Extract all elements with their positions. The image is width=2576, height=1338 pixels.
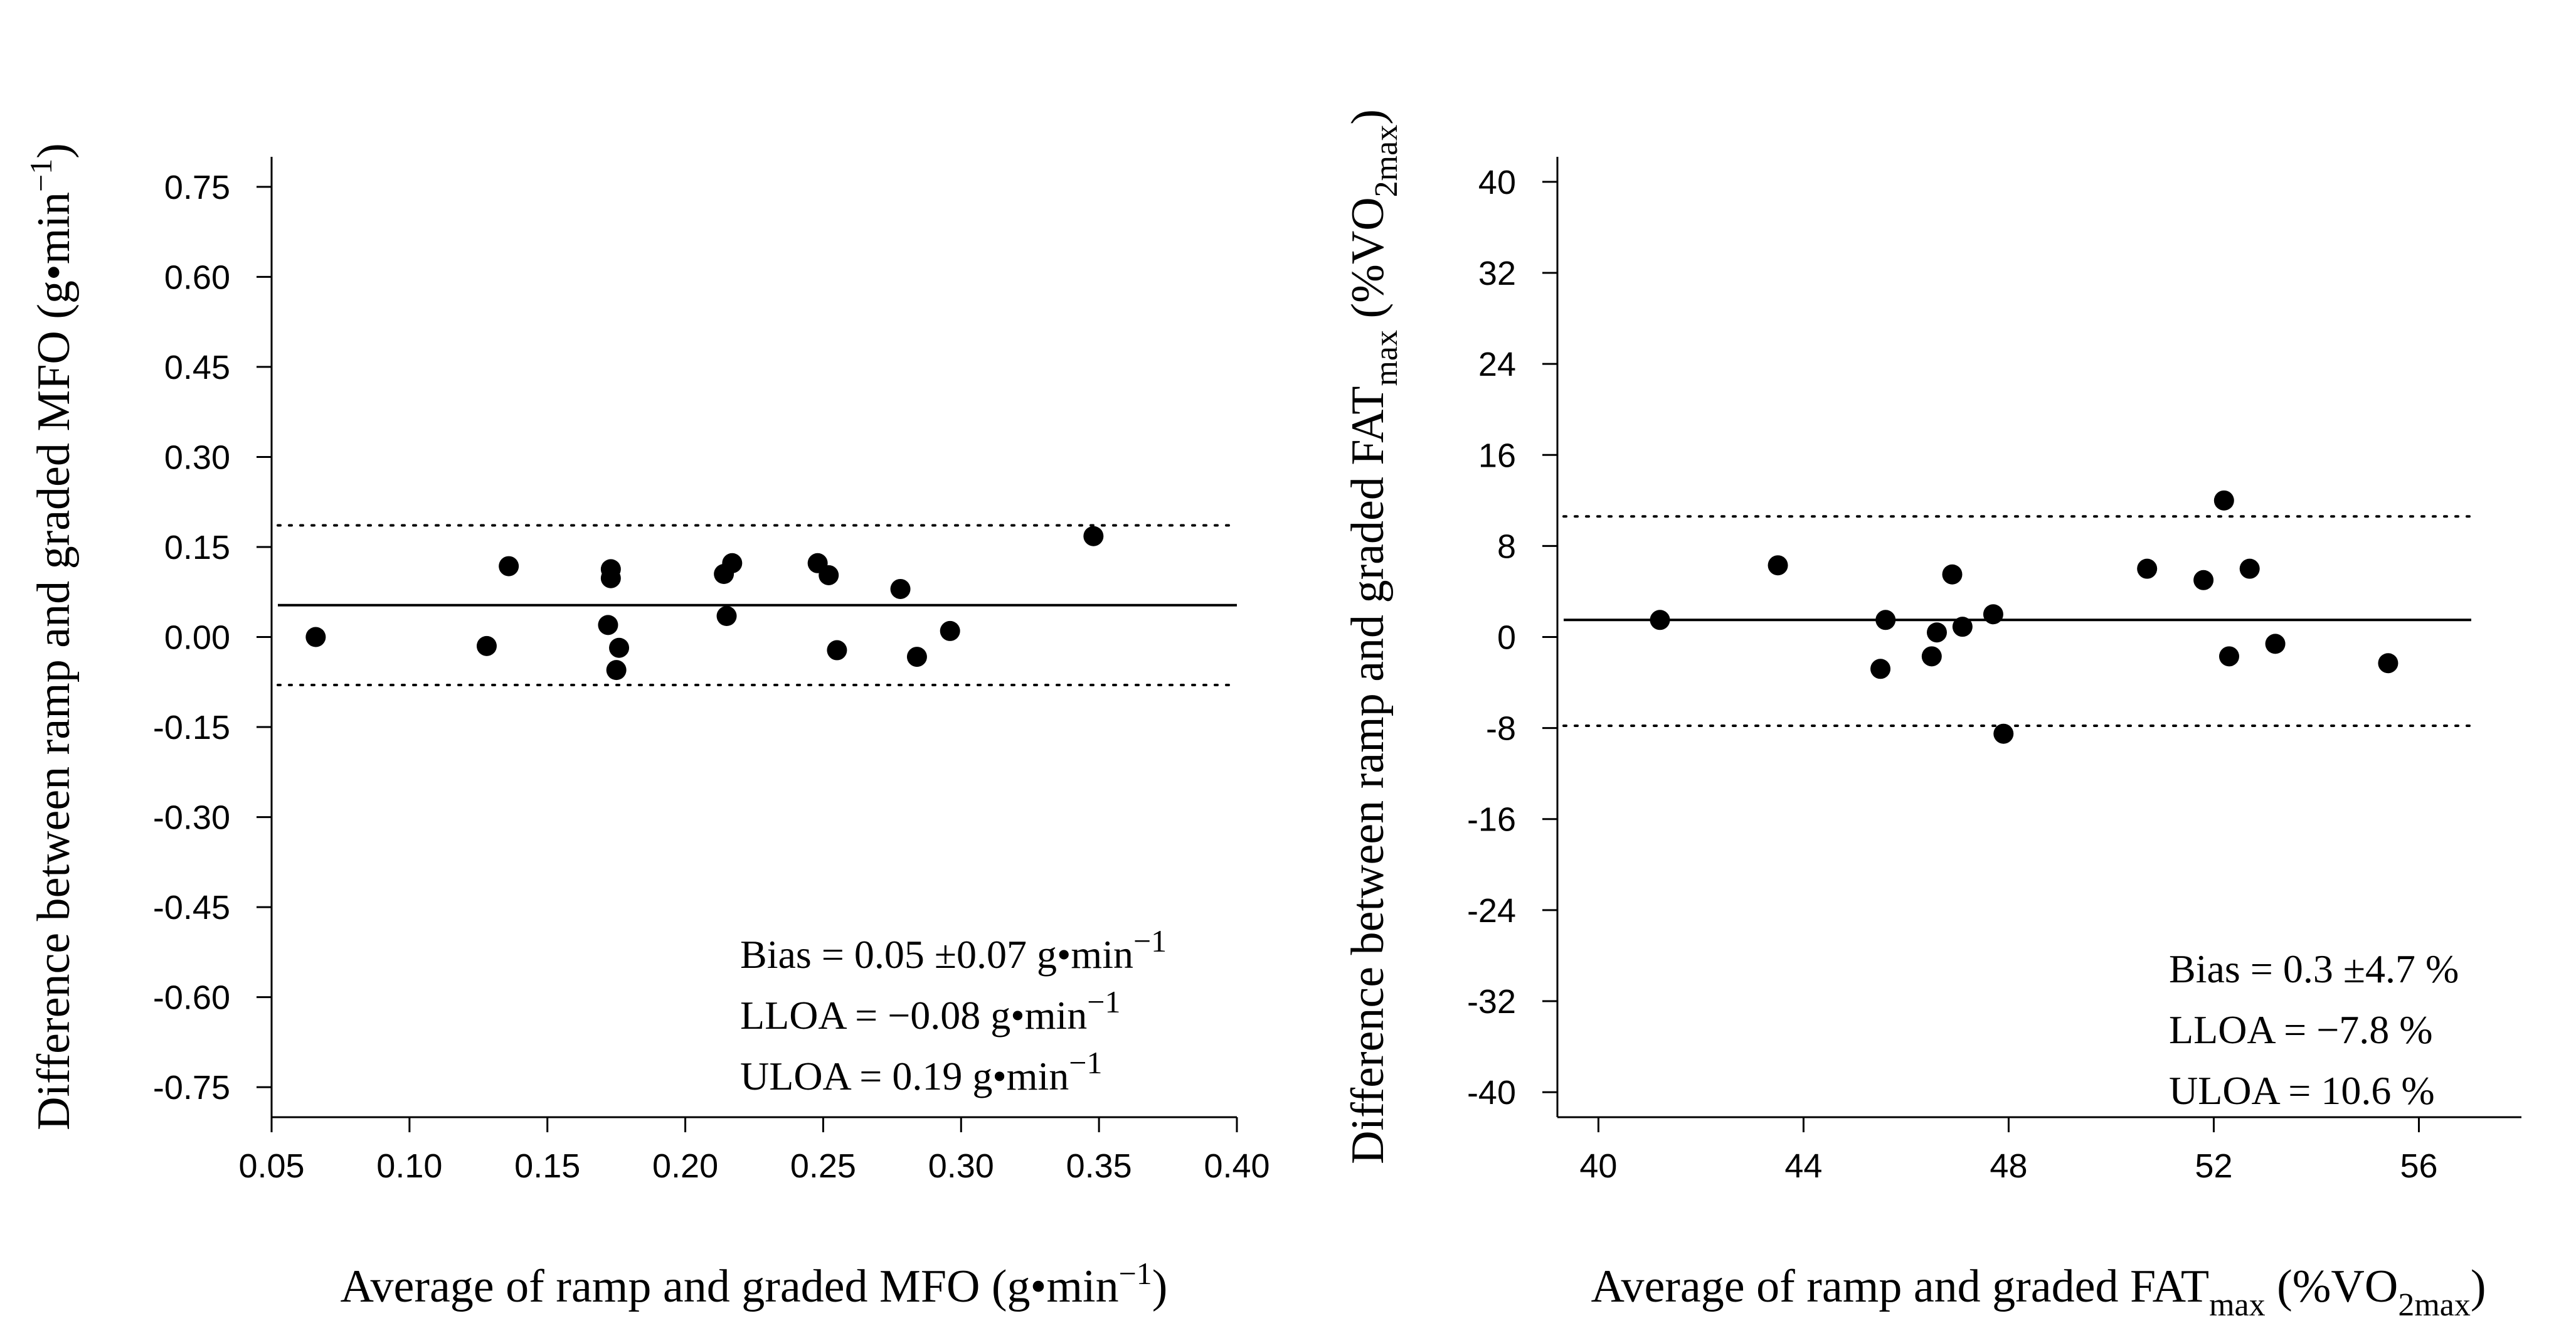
fat-agreement-lines xyxy=(1562,515,2473,727)
fat-data-point xyxy=(1875,610,1896,630)
fat-x-tick-label: 48 xyxy=(1990,1147,2027,1185)
fat-data-point xyxy=(1870,659,1891,679)
fat-y-tick-label: 32 xyxy=(1478,255,1516,292)
mfo-x-tick-label: 0.40 xyxy=(1204,1147,1269,1185)
fat-y-tick-label: -8 xyxy=(1486,710,1516,748)
fat-y-tick-label: -40 xyxy=(1467,1074,1516,1112)
fat-data-point xyxy=(2193,570,2214,590)
mfo-agreement-lines xyxy=(277,524,1238,687)
mfo-bland-altman-panel: 0.75 0.60 0.45 0.30 0.15 0.00 -0.15 -0.30 -0.45 -… xyxy=(23,143,1270,1312)
fat-y-tick-label: 16 xyxy=(1478,437,1516,474)
mfo-data-point xyxy=(598,615,618,635)
fat-uloa-annotation: ULOA = 10.6 % xyxy=(2169,1068,2435,1113)
fat-x-tick-label: 56 xyxy=(2400,1147,2437,1185)
mfo-x-ticks: 0.05 0.10 0.15 0.20 0.25 0.30 0.35 0.40 xyxy=(238,1117,1270,1185)
fat-data-point xyxy=(2239,558,2260,579)
mfo-uloa-annotation: ULOA = 0.19 g•min−1 xyxy=(740,1045,1102,1098)
mfo-x-tick-label: 0.15 xyxy=(514,1147,580,1185)
mfo-data-point xyxy=(722,553,743,573)
fat-y-ticks: 40 32 24 16 8 0 -8 -16 -24 -32 -40 xyxy=(1467,164,1557,1112)
fat-x-tick-label: 52 xyxy=(2195,1147,2232,1185)
mfo-lloa-annotation: LLOA = −0.08 g•min−1 xyxy=(740,984,1120,1038)
fat-x-tick-label: 44 xyxy=(1784,1147,1822,1185)
fat-y-axis-title: Difference between ramp and graded FATma… xyxy=(1342,109,1404,1164)
mfo-x-tick-label: 0.30 xyxy=(928,1147,994,1185)
mfo-data-point xyxy=(827,640,847,661)
mfo-data-point xyxy=(499,556,519,576)
mfo-y-tick-label: 0.30 xyxy=(164,438,230,476)
mfo-x-tick-label: 0.10 xyxy=(376,1147,442,1185)
fat-data-point xyxy=(1921,646,1942,667)
mfo-data-point xyxy=(305,627,326,647)
fatmax-bland-altman-panel: 40 32 24 16 8 0 -8 -16 -24 -32 -40 40 44 48 52 56 Diff… xyxy=(1342,109,2521,1323)
mfo-y-tick-label: 0.45 xyxy=(164,349,230,386)
mfo-points xyxy=(305,526,1104,681)
mfo-y-tick-label: 0.15 xyxy=(164,529,230,566)
mfo-data-point xyxy=(819,565,839,585)
fat-x-axis-title: Average of ramp and graded FATmax (%VO2m… xyxy=(1591,1261,2486,1323)
fat-points xyxy=(1650,490,2398,744)
mfo-bias-annotation: Bias = 0.05 ±0.07 g•min−1 xyxy=(740,923,1167,977)
mfo-y-tick-label: -0.30 xyxy=(153,799,230,837)
mfo-y-tick-label: -0.45 xyxy=(153,889,230,927)
fat-y-tick-label: 24 xyxy=(1478,346,1516,383)
mfo-data-point xyxy=(606,660,627,681)
mfo-y-tick-label: 0.75 xyxy=(164,169,230,206)
mfo-x-tick-label: 0.35 xyxy=(1066,1147,1132,1185)
mfo-data-point xyxy=(1083,526,1104,546)
mfo-y-tick-label: -0.75 xyxy=(153,1069,230,1107)
fat-data-point xyxy=(1952,617,1973,637)
fat-data-point xyxy=(2213,490,2234,511)
fat-lloa-annotation: LLOA = −7.8 % xyxy=(2169,1007,2433,1052)
mfo-data-point xyxy=(609,637,630,658)
fat-y-tick-label: 40 xyxy=(1478,164,1516,201)
fat-data-point xyxy=(2218,646,2239,667)
mfo-y-axis-title: Difference between ramp and graded MFO (… xyxy=(23,143,80,1130)
mfo-x-tick-label: 0.25 xyxy=(790,1147,856,1185)
mfo-y-tick-label: -0.60 xyxy=(153,979,230,1017)
mfo-x-tick-label: 0.20 xyxy=(652,1147,718,1185)
fat-y-tick-label: -16 xyxy=(1467,801,1516,839)
fat-y-tick-label: -24 xyxy=(1467,892,1516,930)
mfo-data-point xyxy=(716,606,737,627)
fat-data-point xyxy=(1942,564,1963,585)
fat-x-tick-label: 40 xyxy=(1579,1147,1617,1185)
fat-y-tick-label: 8 xyxy=(1497,528,1516,565)
fat-data-point xyxy=(1650,610,1670,630)
mfo-data-point xyxy=(476,635,497,656)
fat-data-point xyxy=(1993,723,2014,744)
mfo-y-tick-label: 0.00 xyxy=(164,619,230,657)
mfo-data-point xyxy=(890,578,911,599)
mfo-y-ticks: 0.75 0.60 0.45 0.30 0.15 0.00 -0.15 -0.30 -0.45 -… xyxy=(153,169,272,1107)
mfo-data-point xyxy=(906,647,927,667)
fat-data-point xyxy=(2137,558,2158,579)
fat-data-point xyxy=(2265,634,2286,654)
mfo-x-tick-label: 0.05 xyxy=(238,1147,304,1185)
fat-data-point xyxy=(1768,555,1788,576)
fat-x-ticks: 40 44 48 52 56 xyxy=(1579,1117,2438,1185)
mfo-y-tick-label: -0.15 xyxy=(153,709,230,746)
mfo-y-tick-label: 0.60 xyxy=(164,258,230,296)
fat-y-tick-label: -32 xyxy=(1467,983,1516,1021)
mfo-x-axis-title: Average of ramp and graded MFO (g•min−1) xyxy=(341,1256,1168,1312)
fat-data-point xyxy=(1983,604,2003,625)
fat-bias-annotation: Bias = 0.3 ±4.7 % xyxy=(2169,947,2459,991)
fat-data-point xyxy=(2378,653,2398,674)
fat-data-point xyxy=(1926,622,1947,643)
mfo-data-point xyxy=(600,559,621,580)
fat-y-tick-label: 0 xyxy=(1497,619,1516,657)
mfo-data-point xyxy=(940,620,960,641)
